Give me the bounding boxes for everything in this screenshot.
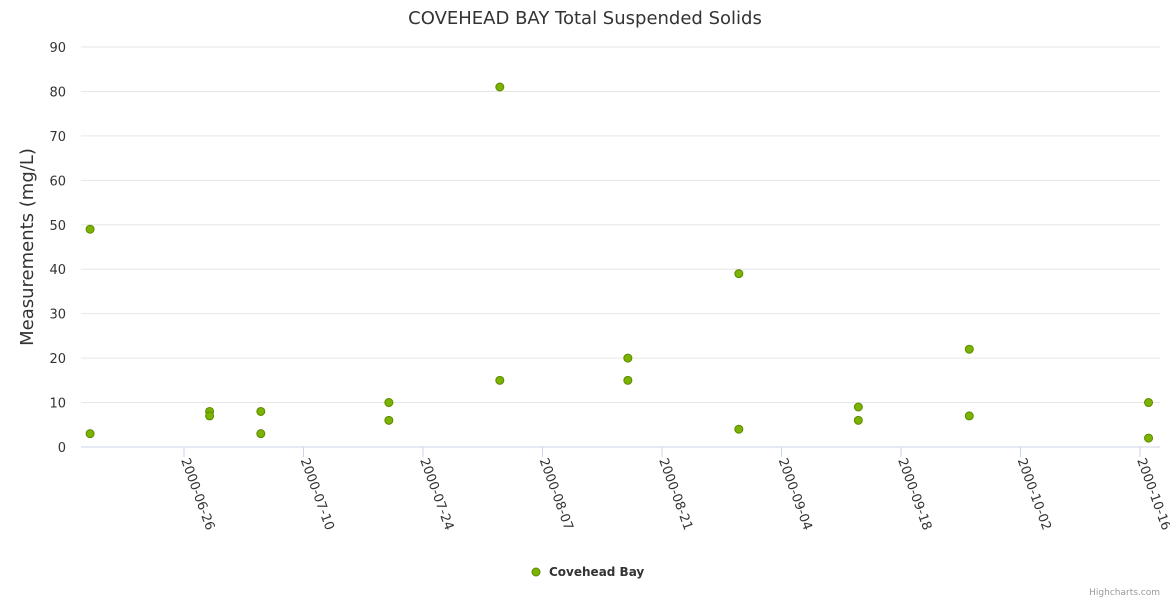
data-point: [495, 375, 505, 385]
data-point: [853, 415, 863, 425]
y-tick-label: 40: [49, 263, 66, 278]
data-point: [1144, 398, 1154, 408]
x-axis-ticks: 2000-06-26 2000-07-10 2000-07-24 2000-08-07…: [177, 447, 1170, 532]
y-tick-label: 10: [49, 397, 66, 412]
series-points: [85, 82, 1154, 443]
data-point: [623, 353, 633, 363]
legend-marker: [531, 567, 541, 577]
chart-title: COVEHEAD BAY Total Suspended Solids: [408, 8, 762, 29]
data-point: [256, 429, 266, 439]
y-tick-label: 90: [49, 41, 66, 56]
data-point: [205, 411, 215, 421]
data-point: [1144, 433, 1154, 443]
y-tick-label: 70: [49, 130, 66, 145]
y-tick-label: 20: [49, 352, 66, 367]
data-point: [623, 375, 633, 385]
legend-label: Covehead Bay: [549, 565, 644, 579]
y-tick-label: 30: [49, 308, 66, 323]
x-tick-label: 2000-07-10: [297, 456, 337, 532]
data-point: [495, 82, 505, 92]
data-point: [734, 269, 744, 279]
data-point: [853, 402, 863, 412]
y-axis-label: Measurements (mg/L): [17, 148, 38, 346]
x-tick-label: 2000-10-02: [1014, 456, 1054, 532]
data-point: [384, 398, 394, 408]
y-tick-label: 50: [49, 219, 66, 234]
x-tick-label: 2000-09-04: [775, 456, 815, 532]
y-axis-ticks: 0 10 20 30 40 50 60 70 80 90: [49, 41, 66, 456]
x-tick-label: 2000-08-07: [536, 456, 576, 532]
data-point: [384, 415, 394, 425]
credits-link[interactable]: Highcharts.com: [1089, 588, 1160, 598]
y-tick-label: 60: [49, 174, 66, 189]
grid-lines: [81, 46, 1160, 448]
legend-item-covehead-bay[interactable]: Covehead Bay: [531, 565, 644, 579]
data-point: [964, 411, 974, 421]
x-tick-label: 2000-09-18: [894, 456, 934, 532]
x-tick-label: 2000-08-21: [655, 456, 695, 532]
data-point: [734, 424, 744, 434]
data-point: [85, 224, 95, 234]
x-tick-label: 2000-07-24: [416, 456, 456, 532]
data-point: [964, 344, 974, 354]
x-tick-label: 2000-06-26: [177, 456, 217, 532]
data-point: [85, 429, 95, 439]
y-tick-label: 0: [58, 441, 66, 456]
data-point: [256, 406, 266, 416]
x-tick-label: 2000-10-16: [1133, 456, 1170, 532]
y-tick-label: 80: [49, 85, 66, 100]
